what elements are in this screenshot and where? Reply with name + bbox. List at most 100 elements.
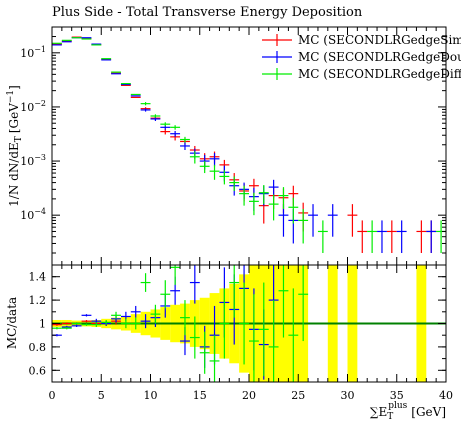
legend-entry-mc-secondlrgedgediff: MC (SECONDLRGedgeDiff)	[262, 67, 461, 81]
legend-label: MC (SECONDLRGedgeDiff)	[298, 67, 461, 81]
data-point-mc-secondlrgedgedouble	[377, 220, 387, 253]
data-point-mc-secondlrgedgedouble	[170, 130, 181, 137]
y-tick-label: 10−1	[20, 45, 46, 60]
ratio-point-mc-secondlrgedgedouble	[71, 324, 82, 328]
y-axis-label: 1/N dN/dET[GeV−1]	[6, 85, 24, 207]
y-tick-label: 10−3	[20, 153, 46, 168]
data-point-mc-secondlrgedgedouble	[426, 220, 437, 253]
ratio-point-mc-secondlrgedgediff	[61, 327, 72, 330]
ratio-point-mc-secondlrgedgediff	[111, 311, 121, 319]
ratio-y-tick-label: 1.4	[29, 271, 47, 284]
data-point-mc-secondlrgedgesimple	[347, 204, 358, 237]
x-tick-label: 35	[390, 389, 404, 402]
ratio-point-mc-secondlrgedgesimple	[81, 319, 92, 323]
x-tick-label: 15	[193, 389, 207, 402]
legend: MC (SECONDLRGedgeSimple) MC (SECONDLRGedg…	[262, 33, 461, 81]
ratio-point-mc-secondlrgedgediff	[199, 331, 210, 374]
ratio-point-mc-secondlrgedgediff	[180, 300, 190, 336]
data-point-mc-secondlrgedgediff	[229, 176, 240, 191]
ratio-point-mc-secondlrgedgediff	[229, 265, 240, 318]
ratio-y-tick-label: 1	[39, 318, 46, 331]
ratio-y-tick-label: 1.2	[29, 294, 47, 307]
x-tick-label: 5	[98, 389, 105, 402]
ratio-point-mc-secondlrgedgediff	[81, 323, 92, 326]
x-axis-label: ∑ETplus [GeV]	[370, 401, 446, 422]
x-ticks: 0 5 10 15 20 25 30 35 40	[49, 27, 453, 402]
x-tick-label: 30	[341, 389, 355, 402]
ratio-y-tick-label: 0.8	[29, 341, 47, 354]
ratio-point-mc-secondlrgedgedouble	[81, 314, 92, 317]
data-point-mc-secondlrgedgediff	[268, 194, 279, 221]
ratio-point-mc-secondlrgedgediff	[258, 282, 269, 377]
data-point-mc-secondlrgedgediff	[367, 220, 378, 253]
data-point-mc-secondlrgedgedouble	[180, 142, 190, 151]
x-tick-label: 40	[439, 389, 453, 402]
data-point-mc-secondlrgedgediff	[298, 209, 309, 244]
ratio-point-mc-secondlrgedgediff	[249, 294, 259, 382]
x-tick-label: 10	[144, 389, 158, 402]
ratio-point-mc-secondlrgedgediff	[101, 319, 112, 325]
ratio-point-mc-secondlrgedgediff	[278, 265, 289, 338]
data-point-mc-secondlrgedgediff	[160, 122, 171, 127]
data-point-mc-secondlrgedgedouble	[308, 204, 318, 237]
data-point-mc-secondlrgedgediff	[288, 197, 299, 224]
data-point-mc-secondlrgedgedouble	[396, 220, 407, 253]
main-y-ticks: 10−1 10−2 10−3 10−4	[20, 36, 446, 254]
ratio-marks	[52, 265, 309, 382]
ratio-point-mc-secondlrgedgediff	[120, 318, 131, 329]
x-tick-label: 20	[242, 389, 256, 402]
chart-title: Plus Side - Total Transverse Energy Depo…	[52, 5, 363, 20]
data-point-mc-secondlrgedgediff	[140, 102, 151, 106]
x-tick-label: 0	[49, 389, 56, 402]
legend-label: MC (SECONDLRGedgeDouble)	[298, 50, 461, 64]
ratio-point-mc-secondlrgedgediff	[140, 273, 151, 292]
y-tick-label: 10−2	[20, 99, 46, 114]
data-point-mc-secondlrgedgediff	[258, 185, 269, 205]
y-tick-label: 10−4	[20, 207, 46, 222]
data-point-mc-secondlrgedgediff	[219, 170, 230, 185]
data-point-mc-secondlrgedgediff	[180, 136, 190, 143]
main-panel: 10−1 10−2 10−3 10−4 1/N dN/dET[GeV−1]	[6, 26, 447, 266]
data-point-mc-secondlrgedgesimple	[416, 220, 427, 253]
ratio-panel: 0.6 0.8 1 1.2 1.4 MC/data	[5, 264, 447, 383]
legend-entry-mc-secondlrgedgesimple: MC (SECONDLRGedgeSimple)	[262, 33, 461, 47]
ratio-point-mc-secondlrgedgedouble	[140, 314, 151, 329]
data-point-mc-secondlrgedgediff	[170, 125, 181, 130]
ratio-point-mc-secondlrgedgesimple	[61, 322, 72, 325]
data-point-mc-secondlrgedgedouble	[278, 204, 289, 237]
data-point-mc-secondlrgedgediff	[209, 164, 220, 180]
data-point-mc-secondlrgedgediff	[199, 161, 210, 174]
data-point-mc-secondlrgedgediff	[150, 114, 161, 118]
ratio-point-mc-secondlrgedgediff	[189, 316, 200, 359]
legend-label: MC (SECONDLRGedgeSimple)	[298, 33, 461, 47]
ratio-point-mc-secondlrgedgedouble	[189, 265, 200, 304]
ratio-point-mc-secondlrgedgediff	[219, 288, 230, 359]
ratio-point-mc-secondlrgedgediff	[160, 280, 171, 309]
data-point-mc-secondlrgedgedouble	[209, 153, 220, 167]
ratio-point-mc-secondlrgedgediff	[130, 317, 141, 330]
main-marks	[52, 36, 446, 253]
ratio-point-mc-secondlrgedgediff	[288, 288, 299, 382]
ratio-point-mc-secondlrgedgediff	[170, 265, 181, 285]
data-point-mc-secondlrgedgesimple	[357, 220, 368, 253]
ratio-y-ticks: 0.6 0.8 1 1.2 1.4	[29, 264, 446, 383]
data-point-mc-secondlrgedgediff	[239, 185, 249, 206]
data-point-mc-secondlrgedgedouble	[327, 204, 338, 237]
x-tick-label: 25	[291, 389, 305, 402]
ratio-y-tick-label: 0.6	[29, 364, 47, 377]
ratio-point-mc-secondlrgedgediff	[52, 327, 62, 330]
ratio-point-mc-secondlrgedgediff	[150, 304, 161, 324]
ratio-point-mc-secondlrgedgediff	[209, 335, 220, 382]
ratio-point-mc-secondlrgedgedouble	[130, 305, 141, 318]
data-point-mc-secondlrgedgediff	[278, 187, 289, 210]
ratio-point-mc-secondlrgedgediff	[91, 322, 102, 328]
ratio-point-mc-secondlrgedgediff	[239, 282, 249, 365]
data-point-mc-secondlrgedgedouble	[140, 108, 151, 112]
ratio-point-mc-secondlrgedgediff	[268, 300, 279, 382]
ratio-y-axis-label: MC/data	[5, 297, 19, 349]
data-point-mc-secondlrgedgediff	[249, 192, 259, 216]
ratio-point-mc-secondlrgedgediff	[298, 265, 309, 342]
legend-entry-mc-secondlrgedgedouble: MC (SECONDLRGedgeDouble)	[262, 50, 461, 64]
data-point-mc-secondlrgedgediff	[189, 151, 200, 164]
